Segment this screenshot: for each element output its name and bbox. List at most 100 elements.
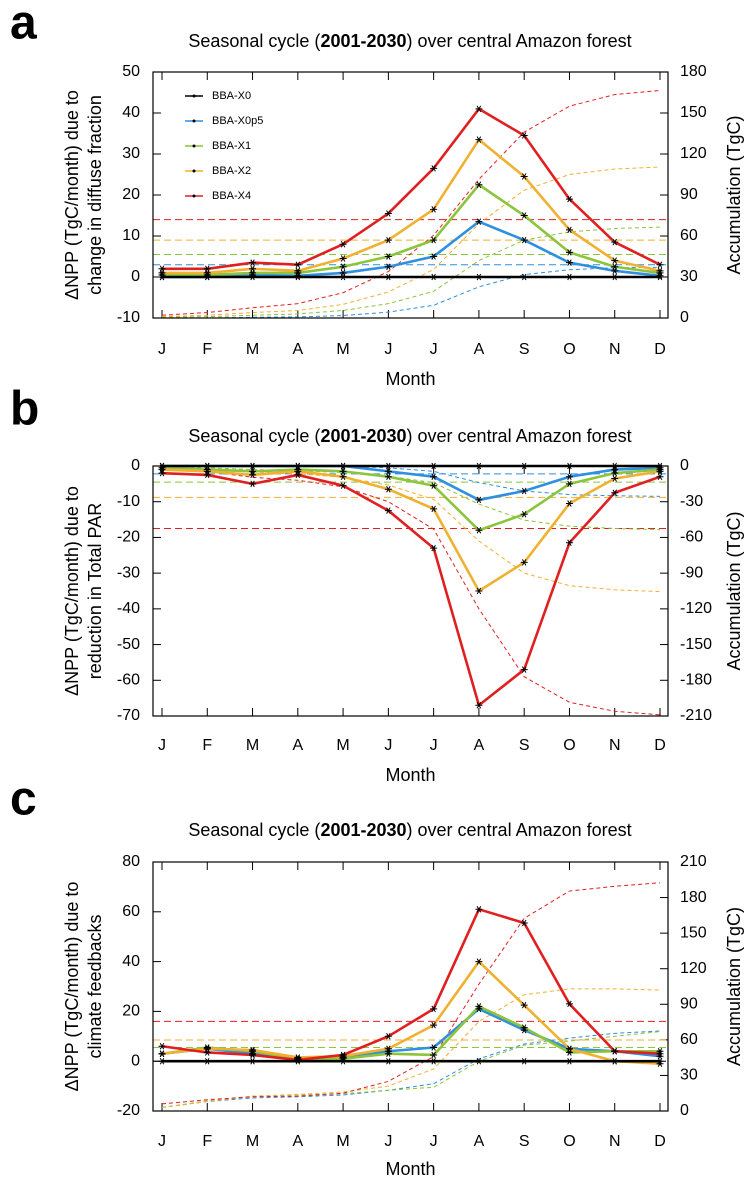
point-marker bbox=[475, 218, 483, 225]
point-marker bbox=[475, 958, 483, 965]
point-marker bbox=[249, 1057, 257, 1065]
plot-frame bbox=[152, 71, 669, 319]
x-tick-label: A bbox=[292, 1133, 303, 1150]
legend-label: BBA-X2 bbox=[212, 165, 251, 177]
panel-label: a bbox=[10, 0, 37, 50]
y-axis-label: ΔNPP (TgC/month) due to bbox=[62, 486, 82, 696]
point-marker bbox=[384, 468, 392, 475]
point-marker bbox=[656, 273, 664, 281]
x-tick-label: N bbox=[609, 737, 621, 754]
x-tick-label: O bbox=[563, 1133, 575, 1150]
point-marker bbox=[611, 273, 619, 281]
x-axis-label: Month bbox=[385, 765, 435, 785]
series-line bbox=[161, 1005, 660, 1061]
legend-dot bbox=[192, 194, 196, 198]
point-marker bbox=[339, 263, 347, 271]
point-marker bbox=[475, 527, 483, 534]
point-marker bbox=[339, 473, 347, 480]
chart-title: Seasonal cycle (2001-2030) over central … bbox=[188, 426, 631, 446]
y2-tick-label: -210 bbox=[680, 707, 712, 724]
point-marker bbox=[656, 1057, 664, 1065]
y2-tick-label: 30 bbox=[680, 268, 698, 285]
point-marker bbox=[520, 132, 528, 139]
point-marker bbox=[294, 267, 302, 275]
point-marker bbox=[475, 906, 483, 913]
y2-tick-label: 210 bbox=[680, 853, 707, 870]
legend-dot bbox=[192, 94, 196, 98]
point-marker bbox=[384, 1045, 392, 1053]
point-marker bbox=[611, 263, 619, 271]
y2-axis-label: Accumulation (TgC) bbox=[724, 115, 744, 274]
y-tick-label: 20 bbox=[122, 186, 140, 203]
x-tick-label: N bbox=[609, 1133, 621, 1150]
x-tick-label: M bbox=[246, 341, 259, 358]
y2-tick-label: 180 bbox=[680, 63, 707, 80]
point-marker bbox=[430, 1051, 438, 1059]
point-marker bbox=[475, 587, 483, 595]
y-tick-label: 40 bbox=[122, 953, 140, 970]
point-marker bbox=[339, 269, 347, 277]
point-marker bbox=[430, 505, 438, 513]
point-marker bbox=[520, 487, 528, 495]
point-marker bbox=[294, 1057, 302, 1065]
point-marker bbox=[475, 136, 483, 143]
point-marker bbox=[430, 1044, 438, 1051]
point-marker bbox=[475, 1003, 483, 1010]
y2-tick-label: 120 bbox=[680, 960, 707, 977]
y2-tick-label: 180 bbox=[680, 889, 707, 906]
y2-tick-label: -90 bbox=[680, 564, 703, 581]
x-tick-label: M bbox=[246, 1133, 259, 1150]
series-line bbox=[161, 468, 661, 593]
plot-frame bbox=[152, 861, 669, 1112]
point-marker bbox=[203, 471, 211, 479]
point-marker bbox=[520, 1057, 528, 1065]
y2-tick-label: -60 bbox=[680, 529, 703, 546]
y2-tick-label: 0 bbox=[680, 1102, 689, 1119]
point-marker bbox=[249, 1051, 257, 1059]
x-tick-label: J bbox=[384, 341, 392, 358]
point-marker bbox=[384, 1057, 392, 1065]
y-tick-label: -40 bbox=[117, 600, 140, 617]
accumulation-line bbox=[161, 466, 661, 531]
point-marker bbox=[430, 273, 438, 281]
series-line bbox=[161, 466, 661, 532]
point-marker bbox=[475, 496, 483, 504]
point-marker bbox=[294, 1056, 302, 1064]
point-marker bbox=[430, 165, 438, 172]
title-part: 2001-2030 bbox=[320, 31, 406, 51]
y2-tick-label: 150 bbox=[680, 924, 707, 941]
x-axis-label: Month bbox=[385, 1159, 435, 1179]
point-marker bbox=[520, 173, 528, 180]
y-axis-label: change in diffuse fraction bbox=[85, 95, 105, 295]
point-marker bbox=[430, 236, 438, 244]
chart-title: Seasonal cycle (2001-2030) over central … bbox=[188, 31, 631, 51]
y-tick-label: -70 bbox=[117, 707, 140, 724]
point-marker bbox=[339, 273, 347, 281]
point-marker bbox=[339, 1052, 347, 1060]
x-tick-label: D bbox=[654, 341, 666, 358]
y-tick-label: 0 bbox=[131, 457, 140, 474]
y2-tick-label: -120 bbox=[680, 600, 712, 617]
y2-tick-label: -180 bbox=[680, 672, 712, 689]
point-marker bbox=[294, 273, 302, 281]
series-line bbox=[161, 960, 661, 1065]
y-axis-label: ΔNPP (TgC/month) due to bbox=[62, 882, 82, 1092]
point-marker bbox=[656, 473, 664, 480]
legend-label: BBA-X0p5 bbox=[212, 115, 263, 127]
point-marker bbox=[430, 544, 438, 552]
point-marker bbox=[611, 1047, 619, 1055]
point-marker bbox=[520, 273, 528, 281]
title-part: ) over central Amazon forest bbox=[407, 426, 632, 446]
y-tick-label: -10 bbox=[117, 309, 140, 326]
series-line bbox=[162, 183, 661, 277]
point-marker bbox=[384, 210, 392, 217]
y2-axis-label: Accumulation (TgC) bbox=[724, 907, 744, 1066]
point-marker bbox=[339, 240, 347, 248]
point-marker bbox=[611, 257, 619, 264]
y-axis-label: climate feedbacks bbox=[85, 914, 105, 1058]
point-marker bbox=[384, 236, 392, 244]
point-marker bbox=[475, 105, 483, 113]
accumulation-line bbox=[162, 266, 661, 319]
series-line bbox=[162, 220, 661, 279]
point-marker bbox=[520, 1024, 528, 1031]
